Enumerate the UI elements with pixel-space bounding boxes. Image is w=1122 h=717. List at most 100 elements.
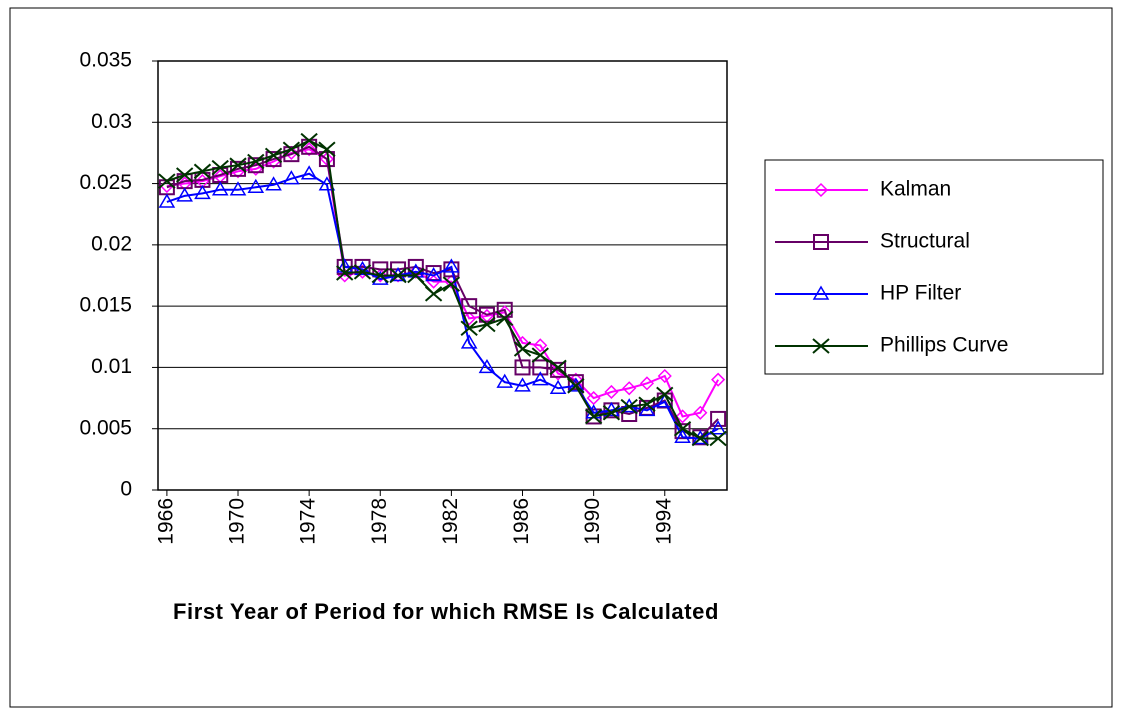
marker xyxy=(674,428,691,444)
marker xyxy=(639,376,655,391)
legend-label: HP Filter xyxy=(880,282,961,305)
marker xyxy=(478,306,495,323)
marker xyxy=(533,338,548,353)
marker xyxy=(638,396,656,412)
marker xyxy=(371,267,389,284)
marker xyxy=(461,298,478,315)
marker xyxy=(675,409,690,424)
marker xyxy=(318,176,336,191)
marker xyxy=(247,178,265,193)
marker xyxy=(425,267,442,282)
marker xyxy=(567,377,585,392)
marker xyxy=(407,267,425,284)
marker xyxy=(442,276,461,292)
x-tick-label: 1978 xyxy=(368,498,391,545)
marker xyxy=(408,264,423,279)
marker xyxy=(602,405,621,421)
legend-label: Phillips Curve xyxy=(880,334,1008,357)
marker xyxy=(549,359,567,376)
marker xyxy=(353,264,372,280)
y-tick-label: 0.01 xyxy=(91,355,132,378)
marker xyxy=(318,141,336,158)
marker xyxy=(407,258,424,275)
marker xyxy=(496,310,514,327)
marker xyxy=(586,391,601,406)
y-tick-label: 0.035 xyxy=(79,49,132,72)
marker xyxy=(812,285,830,300)
marker xyxy=(657,368,672,384)
series-group xyxy=(158,132,727,447)
marker xyxy=(211,181,229,196)
marker xyxy=(813,182,829,198)
x-tick-label: 1982 xyxy=(439,498,462,545)
marker xyxy=(673,420,692,437)
marker xyxy=(567,374,584,391)
marker xyxy=(620,398,638,415)
marker xyxy=(513,341,532,357)
marker xyxy=(478,316,496,333)
marker xyxy=(264,147,283,164)
marker xyxy=(158,193,176,208)
marker xyxy=(247,153,265,170)
marker xyxy=(478,358,496,374)
legend-label: Structural xyxy=(880,230,970,253)
marker xyxy=(691,430,709,447)
marker xyxy=(604,384,619,400)
marker xyxy=(283,170,300,185)
marker xyxy=(229,181,247,196)
marker xyxy=(567,378,585,394)
marker xyxy=(709,430,727,447)
marker xyxy=(584,408,603,425)
marker xyxy=(532,359,549,376)
x-tick-label: 1974 xyxy=(297,498,320,545)
marker xyxy=(514,359,531,376)
marker xyxy=(709,420,727,435)
marker xyxy=(638,401,656,417)
series-line xyxy=(166,139,719,440)
marker xyxy=(265,176,282,191)
x-tick-label: 1970 xyxy=(226,498,249,545)
series-line xyxy=(166,148,719,418)
marker xyxy=(193,163,212,180)
x-tick-label: 1994 xyxy=(652,498,675,545)
marker xyxy=(656,386,674,403)
marker xyxy=(550,361,567,378)
marker xyxy=(282,141,301,158)
marker xyxy=(247,157,264,174)
marker xyxy=(176,187,193,202)
marker xyxy=(176,167,194,183)
marker xyxy=(460,320,478,336)
marker xyxy=(300,132,318,149)
x-tick-label: 1966 xyxy=(154,498,177,545)
marker xyxy=(693,405,708,420)
y-tick-label: 0.03 xyxy=(91,110,132,133)
y-tick-label: 0.015 xyxy=(79,294,132,317)
marker xyxy=(300,165,318,180)
marker xyxy=(302,142,317,157)
plot-area xyxy=(157,60,728,491)
y-tick-label: 0.005 xyxy=(79,416,132,439)
x-axis-title: First Year of Period for which RMSE Is C… xyxy=(172,599,720,624)
marker xyxy=(443,258,460,273)
x-tick-label: 1986 xyxy=(510,498,533,545)
marker xyxy=(265,151,282,168)
marker xyxy=(514,377,531,392)
y-tick-label: 0.025 xyxy=(79,171,132,194)
marker xyxy=(336,265,354,281)
marker xyxy=(460,334,478,349)
marker xyxy=(229,157,247,173)
marker xyxy=(622,381,637,396)
legend-label: Kalman xyxy=(880,178,951,201)
marker xyxy=(710,410,727,427)
y-tick-label: 0 xyxy=(120,478,132,501)
marker xyxy=(211,159,229,176)
marker xyxy=(373,268,388,283)
marker xyxy=(230,160,247,177)
marker xyxy=(424,286,443,302)
marker xyxy=(496,373,514,388)
x-tick-label: 1990 xyxy=(581,498,604,545)
y-tick-label: 0.02 xyxy=(91,232,132,255)
marker xyxy=(158,173,176,189)
